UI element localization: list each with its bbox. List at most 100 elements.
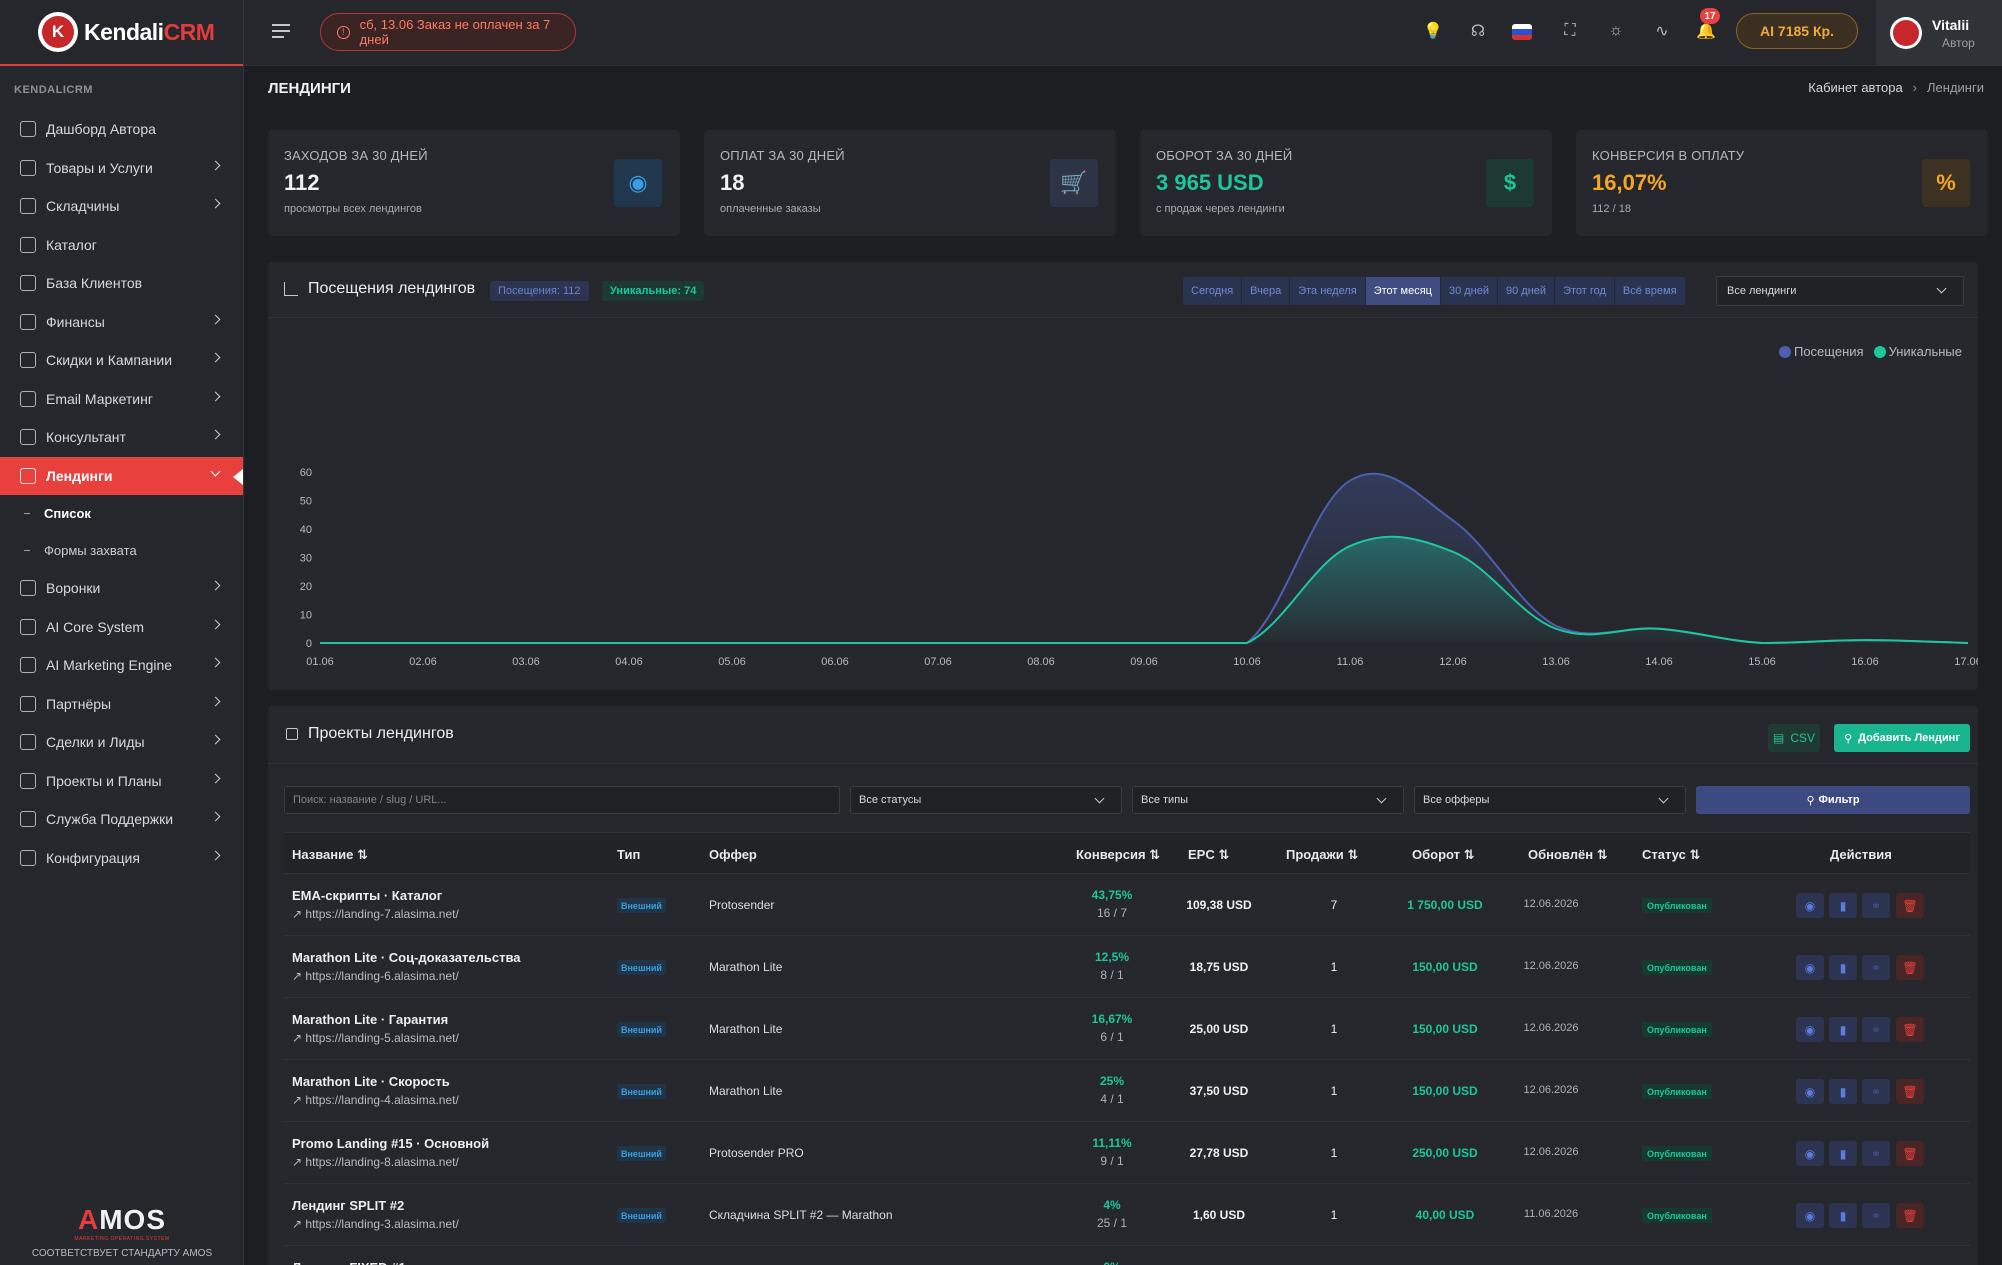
sidebar-item-after-4[interactable]: Сделки и Лиды [0,723,243,762]
stats-icon[interactable]: ▮ [1829,1079,1857,1104]
col-type: Тип [617,847,641,862]
stats-icon[interactable]: ▮ [1829,955,1857,980]
table-row[interactable]: Лендинг FIXED #1 0% [284,1246,1970,1265]
view-icon[interactable]: ◉ [1796,1079,1824,1104]
table-row[interactable]: Marathon Lite · Соц-доказательства Marath… [284,936,1970,998]
sidebar-item-main-8[interactable]: Консультант [0,418,243,457]
view-icon[interactable]: ◉ [1796,893,1824,918]
period-tab[interactable]: Всё время [1614,277,1686,305]
sidebar-item-main-1[interactable]: Товары и Услуги [0,149,243,188]
trash-icon[interactable]: 🗑 [1896,1203,1924,1228]
sidebar-item-after-6[interactable]: Служба Поддержки [0,800,243,839]
landing-url-text: https://landing-4.alasima.net/ [305,1093,459,1107]
sidebar-item-after-5[interactable]: Проекты и Планы [0,762,243,801]
stats-icon[interactable]: ▮ [1829,1017,1857,1042]
link-icon[interactable]: ⚭ [1862,893,1890,918]
col-updated[interactable]: Обновлён ⇅ [1528,847,1608,862]
sidebar-item-after-2[interactable]: AI Marketing Engine [0,646,243,685]
menu-toggle-icon[interactable] [272,24,290,38]
table-row[interactable]: Лендинг SPLIT #2 Складчина SPLIT #2 — Mar… [284,1184,1970,1246]
offer-filter-select[interactable]: Все офферы [1414,786,1686,814]
link-icon[interactable]: ⚭ [1862,1079,1890,1104]
stats-icon[interactable]: ▮ [1829,1141,1857,1166]
add-landing-button[interactable]: ⚲ Добавить Лендинг [1834,724,1970,752]
sidebar-item-main-7[interactable]: Email Маркетинг [0,380,243,419]
series-area-0 [320,473,1968,643]
landing-name: Лендинг SPLIT #2 [292,1198,405,1213]
period-tab[interactable]: Вчера [1242,277,1291,305]
landing-url[interactable]: ↗ https://landing-3.alasima.net/ [292,1217,459,1231]
sidebar-subitem[interactable]: Список [0,495,243,532]
sidebar-item-after-3[interactable]: Партнёры [0,685,243,724]
period-tab[interactable]: Этот год [1555,277,1615,305]
landing-url[interactable]: ↗ https://landing-4.alasima.net/ [292,1093,459,1107]
status-filter-select[interactable]: Все статусы [850,786,1122,814]
trash-icon[interactable]: 🗑 [1896,955,1924,980]
landing-url[interactable]: ↗ https://landing-8.alasima.net/ [292,1155,459,1169]
sidebar-item-main-4[interactable]: База Клиентов [0,264,243,303]
landing-url[interactable]: ↗ https://landing-7.alasima.net/ [292,907,459,921]
trash-icon[interactable]: 🗑 [1896,1141,1924,1166]
trash-icon[interactable]: 🗑 [1896,1079,1924,1104]
type-filter-select[interactable]: Все типы [1132,786,1404,814]
sidebar-item-after-7[interactable]: Конфигурация [0,839,243,878]
view-icon[interactable]: ◉ [1796,1203,1824,1228]
stats-icon[interactable]: ▮ [1829,1203,1857,1228]
col-status[interactable]: Статус ⇅ [1642,847,1701,862]
unpaid-order-alert[interactable]: ! сб, 13.06 Заказ не оплачен за 7 дней [320,13,576,51]
col-name[interactable]: Название ⇅ [292,847,368,862]
search-input[interactable]: Поиск: название / slug / URL... [284,786,840,814]
link-icon[interactable]: ⚭ [1862,1017,1890,1042]
fullscreen-icon[interactable]: ⛶ [1564,22,1576,39]
col-sales[interactable]: Продажи ⇅ [1286,847,1359,862]
period-tab[interactable]: Эта неделя [1290,277,1366,305]
sidebar-item-main-6[interactable]: Скидки и Кампании [0,341,243,380]
landing-url[interactable]: ↗ https://landing-6.alasima.net/ [292,969,459,983]
theme-icon[interactable]: ☼ [1608,22,1624,39]
link-icon[interactable]: ⚭ [1862,1141,1890,1166]
flag-ru-icon[interactable] [1512,24,1532,40]
view-icon[interactable]: ◉ [1796,955,1824,980]
period-tab[interactable]: Сегодня [1183,277,1243,305]
link-icon[interactable]: ⚭ [1862,955,1890,980]
headset-icon[interactable]: ☊ [1470,23,1486,40]
col-turnover[interactable]: Оборот ⇅ [1412,847,1475,862]
table-row[interactable]: Promo Landing #15 · Основной Protosender … [284,1122,1970,1184]
period-tab[interactable]: Этот месяц [1365,277,1441,305]
logo[interactable]: K Kendali CRM [0,0,243,66]
sidebar-item-after-1[interactable]: AI Core System [0,608,243,647]
visits-chart-header: Посещения лендингов Посещения: 112 Уника… [268,262,1978,318]
trash-icon[interactable]: 🗑 [1896,893,1924,918]
breadcrumb-link[interactable]: Кабинет автора [1808,80,1903,95]
period-tab[interactable]: 30 дней [1440,277,1499,305]
sidebar-item-main-3[interactable]: Каталог [0,226,243,265]
sidebar-subitem[interactable]: Формы захвата [0,532,243,569]
col-epc[interactable]: EPC ⇅ [1188,847,1230,862]
landing-url[interactable]: ↗ https://landing-5.alasima.net/ [292,1031,459,1045]
col-conversion[interactable]: Конверсия ⇅ [1076,847,1161,862]
legend-item[interactable]: Уникальные [1873,344,1962,359]
sidebar-item-main-9[interactable]: Лендинги [0,456,243,495]
bell-icon[interactable]: 🔔 [1696,23,1716,40]
stats-icon[interactable]: ▮ [1829,893,1857,918]
sidebar-item-after-0[interactable]: Воронки [0,569,243,608]
link-icon[interactable]: ⚭ [1862,1203,1890,1228]
lightbulb-icon[interactable]: 💡 [1423,23,1443,40]
table-row[interactable]: Marathon Lite · Скорость Marathon Lite 25%… [284,1060,1970,1122]
activity-icon[interactable]: ∿ [1655,23,1669,40]
user-menu[interactable]: Vitalii Автор [1876,0,2002,66]
landing-select[interactable]: Все лендинги [1716,276,1964,306]
sidebar-item-main-5[interactable]: Финансы [0,303,243,342]
period-tab[interactable]: 90 дней [1498,277,1556,305]
ai-credits-button[interactable]: AI 7185 Кр. [1736,13,1858,49]
filter-button[interactable]: ⚲ Фильтр [1696,786,1970,814]
sidebar-item-main-2[interactable]: Складчины [0,187,243,226]
table-row[interactable]: EMA-скрипты · Каталог Protosender 43,75% 16… [284,874,1970,936]
table-row[interactable]: Marathon Lite · Гарантия Marathon Lite 16,… [284,998,1970,1060]
sidebar-item-main-0[interactable]: Дашборд Автора [0,110,243,149]
legend-item[interactable]: Посещения [1778,344,1864,359]
csv-export-button[interactable]: ▤ CSV [1768,724,1820,752]
view-icon[interactable]: ◉ [1796,1017,1824,1042]
view-icon[interactable]: ◉ [1796,1141,1824,1166]
trash-icon[interactable]: 🗑 [1896,1017,1924,1042]
